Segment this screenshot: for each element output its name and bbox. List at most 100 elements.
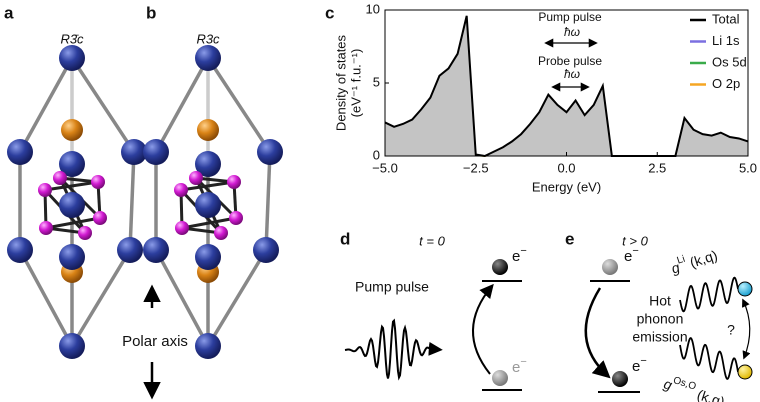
legend-label: Os 5d bbox=[712, 54, 747, 69]
atom-li bbox=[93, 211, 107, 225]
process-label: phonon bbox=[637, 311, 684, 327]
time-label: t > 0 bbox=[622, 233, 648, 248]
atom-li bbox=[91, 175, 105, 189]
relaxation-arrow bbox=[584, 287, 611, 379]
e: e bbox=[632, 358, 640, 375]
charge: − bbox=[640, 355, 646, 367]
bond bbox=[128, 151, 136, 251]
atom-os bbox=[143, 139, 169, 165]
atom-o bbox=[197, 119, 219, 141]
electron-label: e− bbox=[512, 245, 527, 265]
atom-li bbox=[38, 183, 52, 197]
bond bbox=[18, 57, 74, 153]
dos-chart: −5.0 −2.5 0.0 2.5 5.0 0 5 10 Energy (eV) Density … bbox=[333, 1, 757, 194]
pulse-label: Pump pulse bbox=[355, 279, 429, 295]
atom-os bbox=[59, 192, 85, 218]
bond bbox=[154, 249, 210, 347]
atom-os bbox=[117, 237, 143, 263]
bond bbox=[264, 151, 272, 251]
atom-li bbox=[174, 183, 188, 197]
atom-li bbox=[214, 226, 228, 240]
electron-label: e− bbox=[624, 245, 639, 265]
crystal-structures bbox=[7, 45, 283, 359]
atom-os bbox=[59, 151, 85, 177]
atom-li bbox=[175, 221, 189, 235]
bond bbox=[18, 249, 74, 347]
space-group: R3̄c bbox=[60, 31, 84, 46]
args: (k,q) bbox=[684, 246, 719, 271]
panel-label: d bbox=[340, 229, 350, 248]
panel-label: a bbox=[4, 3, 14, 22]
y-axis-label: (eV⁻¹ f.u.⁻¹) bbox=[348, 49, 363, 118]
electron bbox=[492, 370, 508, 386]
process-label: Hot bbox=[649, 293, 671, 309]
x-tick-label: 2.5 bbox=[648, 160, 666, 175]
panel-label: e bbox=[565, 229, 574, 248]
atom-os bbox=[195, 45, 221, 71]
charge: − bbox=[520, 245, 526, 257]
bond bbox=[181, 216, 237, 230]
e: e bbox=[512, 359, 520, 376]
phonon-wave bbox=[679, 337, 739, 380]
excitation-arrow bbox=[472, 283, 494, 375]
sup: Li bbox=[676, 253, 687, 266]
coupling-label: gLi (k,q) bbox=[668, 244, 719, 277]
polar-axis-label: Polar axis bbox=[122, 333, 188, 350]
space-group: R3c bbox=[196, 31, 220, 46]
annotation: ħω bbox=[564, 25, 580, 39]
atom-os bbox=[7, 237, 33, 263]
annotation: Pump pulse bbox=[538, 10, 602, 24]
y-tick-label: 0 bbox=[373, 147, 380, 162]
electron bbox=[612, 371, 628, 387]
atom-os bbox=[59, 244, 85, 270]
bond bbox=[70, 249, 132, 347]
electron-label: e− bbox=[512, 356, 527, 376]
sup: Os,O bbox=[672, 375, 698, 393]
atom-os bbox=[143, 237, 169, 263]
charge: − bbox=[632, 245, 638, 257]
bond bbox=[154, 57, 210, 153]
atom-os bbox=[195, 192, 221, 218]
x-tick-label: −5.0 bbox=[372, 160, 398, 175]
atom-os bbox=[59, 45, 85, 71]
e: e bbox=[624, 248, 632, 265]
bond bbox=[44, 180, 99, 192]
phonon-os bbox=[737, 364, 753, 380]
exchange-arrow bbox=[742, 298, 751, 360]
args: (k,q) bbox=[692, 385, 727, 402]
coupling-label: gOs,O (k,q) bbox=[662, 372, 728, 402]
atom-li bbox=[39, 221, 53, 235]
y-axis-label: Density of states bbox=[333, 34, 348, 131]
x-tick-label: 0.0 bbox=[557, 160, 575, 175]
atom-li bbox=[189, 171, 203, 185]
atom-li bbox=[227, 175, 241, 189]
atom-li bbox=[53, 171, 67, 185]
annotation: Probe pulse bbox=[538, 54, 602, 68]
legend-label: O 2p bbox=[712, 76, 740, 91]
atom-os bbox=[195, 151, 221, 177]
pump-wave bbox=[344, 318, 443, 381]
area bbox=[385, 15, 748, 157]
panel-label: b bbox=[146, 3, 156, 22]
atom-os bbox=[195, 244, 221, 270]
atom-li bbox=[78, 226, 92, 240]
bond bbox=[180, 180, 235, 192]
x-tick-label: −2.5 bbox=[463, 160, 489, 175]
phonon-wave bbox=[679, 276, 739, 313]
x-tick-label: 5.0 bbox=[739, 160, 757, 175]
legend-label: Li 1s bbox=[712, 33, 740, 48]
annotation: ħω bbox=[564, 67, 580, 81]
bond bbox=[45, 216, 101, 230]
bond bbox=[206, 249, 268, 347]
question-mark: ? bbox=[727, 322, 735, 338]
time-label: t = 0 bbox=[419, 233, 445, 248]
atom-os bbox=[7, 139, 33, 165]
electron bbox=[602, 259, 618, 275]
panel-label: c bbox=[325, 3, 334, 22]
atom-os bbox=[121, 139, 147, 165]
electron-label: e− bbox=[632, 355, 647, 375]
atom-li bbox=[229, 211, 243, 225]
bond bbox=[70, 57, 136, 153]
e: e bbox=[512, 248, 520, 265]
